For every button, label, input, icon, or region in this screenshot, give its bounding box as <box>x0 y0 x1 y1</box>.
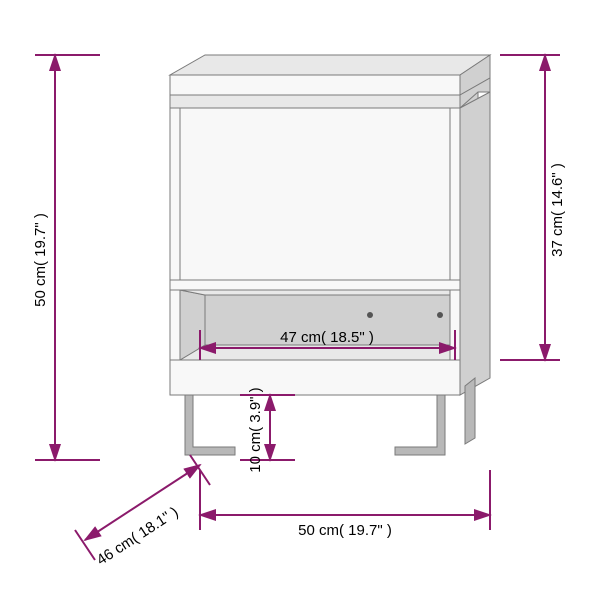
pin-hole <box>437 312 443 318</box>
drawer-front <box>180 108 450 280</box>
dim-height: 50 cm( 19.7" ) <box>32 213 49 307</box>
dim-width: 50 cm( 19.7" ) <box>298 522 392 539</box>
dim-inner-width: 47 cm( 18.5" ) <box>280 329 374 346</box>
drawer-lip <box>170 95 460 108</box>
furniture-dimension-diagram: 50 cm( 19.7" ) 37 cm( 14.6" ) 47 cm( 18.… <box>0 0 600 600</box>
furniture-top-front <box>170 75 460 95</box>
right-side-panel <box>460 92 490 395</box>
dim-drawer-height: 37 cm( 14.6" ) <box>549 163 566 257</box>
pin-hole <box>367 312 373 318</box>
dim-leg-height: 10 cm( 3.9" ) <box>247 387 264 472</box>
front-left-stile <box>170 108 180 395</box>
furniture-top <box>170 55 490 75</box>
bottom-rail <box>170 360 460 395</box>
mid-rail <box>170 280 460 290</box>
dim-depth: 46 cm( 18.1" ) <box>94 504 182 569</box>
shelf-ceiling <box>180 290 470 295</box>
